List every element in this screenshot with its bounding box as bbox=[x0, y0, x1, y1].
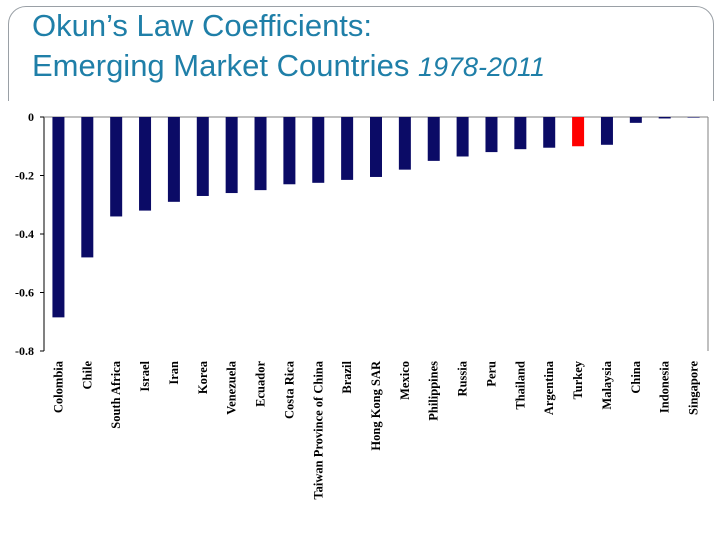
category-label: Taiwan Province of China bbox=[311, 360, 325, 499]
bar-south-africa bbox=[110, 117, 123, 217]
category-label: Russia bbox=[456, 360, 470, 396]
category-label: Thailand bbox=[513, 361, 527, 410]
bar-turkey bbox=[572, 117, 585, 147]
bar-chile bbox=[81, 117, 94, 258]
category-label: Venezuela bbox=[225, 360, 239, 414]
category-label: Singapore bbox=[687, 361, 701, 415]
title-line-2: Emerging Market Countries 1978-2011 bbox=[32, 46, 545, 87]
category-label: Ecuador bbox=[254, 361, 268, 407]
bar-costa-rica bbox=[283, 117, 296, 185]
bar-malaysia bbox=[600, 117, 613, 145]
bar-russia bbox=[456, 117, 469, 157]
category-label: Philippines bbox=[427, 361, 441, 421]
slide-title: Okun’s Law Coefficients: Emerging Market… bbox=[32, 6, 545, 87]
bar-brazil bbox=[341, 117, 354, 180]
bar-korea bbox=[196, 117, 209, 196]
category-label: China bbox=[629, 360, 643, 393]
y-tick-label: -0.2 bbox=[15, 169, 34, 183]
category-label: South Africa bbox=[109, 360, 123, 428]
bar-taiwan-province-of-china bbox=[312, 117, 325, 183]
bar-philippines bbox=[427, 117, 440, 161]
category-label: Iran bbox=[167, 361, 181, 385]
bar-hong-kong-sar bbox=[370, 117, 382, 177]
y-tick-label: -0.4 bbox=[15, 227, 34, 241]
bar-argentina bbox=[543, 117, 556, 148]
bar-indonesia bbox=[658, 117, 671, 119]
category-label: Israel bbox=[138, 360, 152, 391]
category-label: Hong Kong SAR bbox=[369, 360, 383, 451]
bar-israel bbox=[139, 117, 152, 211]
bar-colombia bbox=[52, 117, 65, 318]
chart-panel: 0 -0.2 -0.4 -0.6 -0.8 Colombia Chile South Afri… bbox=[0, 101, 720, 540]
category-label: Indonesia bbox=[658, 360, 672, 413]
category-label: Colombia bbox=[51, 360, 65, 413]
bar-chart: 0 -0.2 -0.4 -0.6 -0.8 Colombia Chile South Afri… bbox=[15, 110, 709, 500]
category-label: Argentina bbox=[542, 360, 556, 415]
y-tick-label: -0.8 bbox=[15, 344, 34, 358]
category-label: Korea bbox=[196, 360, 210, 394]
category-label: Peru bbox=[484, 361, 498, 387]
y-tick-label: -0.6 bbox=[15, 286, 34, 300]
y-tick-label: 0 bbox=[28, 110, 34, 124]
bar-venezuela bbox=[225, 117, 238, 194]
bar-thailand bbox=[514, 117, 527, 150]
category-label: Chile bbox=[80, 361, 94, 390]
title-line-1: Okun’s Law Coefficients: bbox=[32, 8, 373, 43]
bar-peru bbox=[485, 117, 498, 153]
title-years: 1978-2011 bbox=[417, 52, 546, 82]
category-label: Costa Rica bbox=[282, 360, 296, 419]
bar-ecuador bbox=[254, 117, 267, 191]
bar-iran bbox=[167, 117, 180, 202]
bar-singapore bbox=[687, 117, 700, 118]
category-label: Mexico bbox=[398, 361, 412, 400]
bar-mexico bbox=[398, 117, 411, 170]
category-label: Brazil bbox=[340, 360, 354, 393]
bar-china bbox=[629, 117, 642, 123]
category-label: Malaysia bbox=[600, 360, 614, 409]
category-label: Turkey bbox=[571, 360, 585, 399]
title-text: Emerging Market Countries bbox=[32, 48, 410, 83]
